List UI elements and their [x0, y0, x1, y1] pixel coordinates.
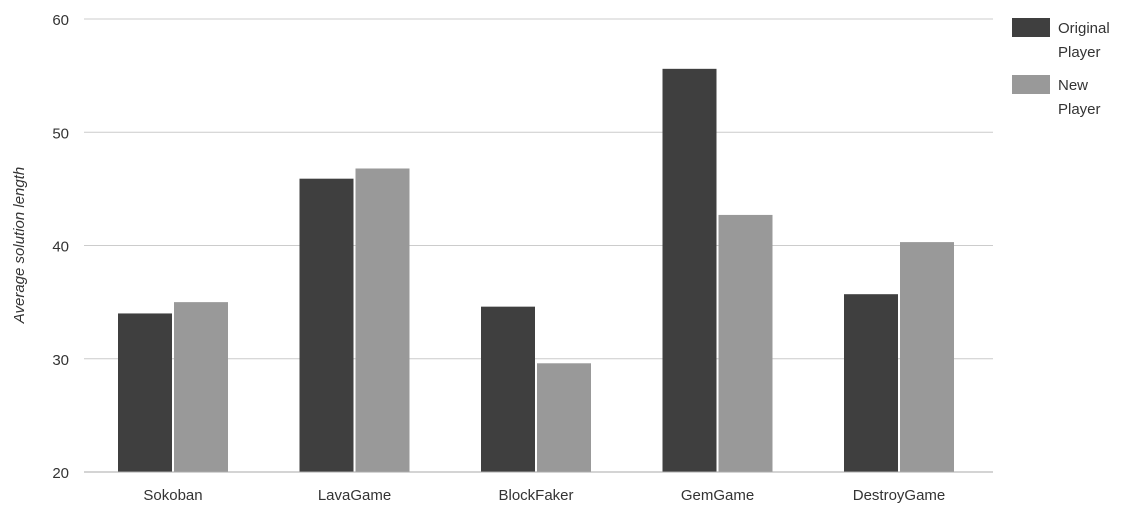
x-tick-label: LavaGame	[318, 487, 391, 504]
y-tick-label: 20	[52, 465, 69, 482]
bar-original-player-gemgame	[662, 68, 717, 472]
y-tick-label: 30	[52, 352, 69, 369]
y-tick-label: 60	[52, 12, 69, 29]
bars	[118, 68, 954, 473]
legend-swatch	[1012, 75, 1050, 94]
legend-label: Player	[1058, 44, 1101, 61]
y-axis-ticks: 20 30 40 50 60	[52, 12, 69, 482]
bar-original-player-lavagame	[299, 178, 354, 472]
bar-original-player-destroygame	[844, 294, 898, 472]
x-tick-label: Sokoban	[143, 487, 202, 504]
x-tick-label: DestroyGame	[853, 487, 946, 504]
bar-new-player-lavagame	[355, 168, 410, 473]
legend: Original Player New Player	[1012, 18, 1110, 118]
bar-original-player-sokoban	[118, 313, 172, 472]
y-tick-label: 50	[52, 125, 69, 142]
x-tick-label: GemGame	[681, 487, 754, 504]
x-axis-ticks: Sokoban LavaGame BlockFaker GemGame DestroyG…	[143, 487, 945, 504]
y-axis-label: Average solution length	[11, 167, 28, 325]
y-tick-label: 40	[52, 239, 69, 256]
bar-original-player-blockfaker	[481, 306, 535, 472]
legend-label: New	[1058, 77, 1088, 94]
legend-label: Original	[1058, 20, 1110, 37]
bar-new-player-gemgame	[718, 214, 773, 473]
bar-new-player-destroygame	[900, 242, 954, 472]
bar-new-player-sokoban	[174, 302, 228, 472]
legend-label: Player	[1058, 101, 1101, 118]
x-tick-label: BlockFaker	[498, 487, 573, 504]
legend-swatch	[1012, 18, 1050, 37]
bar-new-player-blockfaker	[537, 363, 591, 472]
